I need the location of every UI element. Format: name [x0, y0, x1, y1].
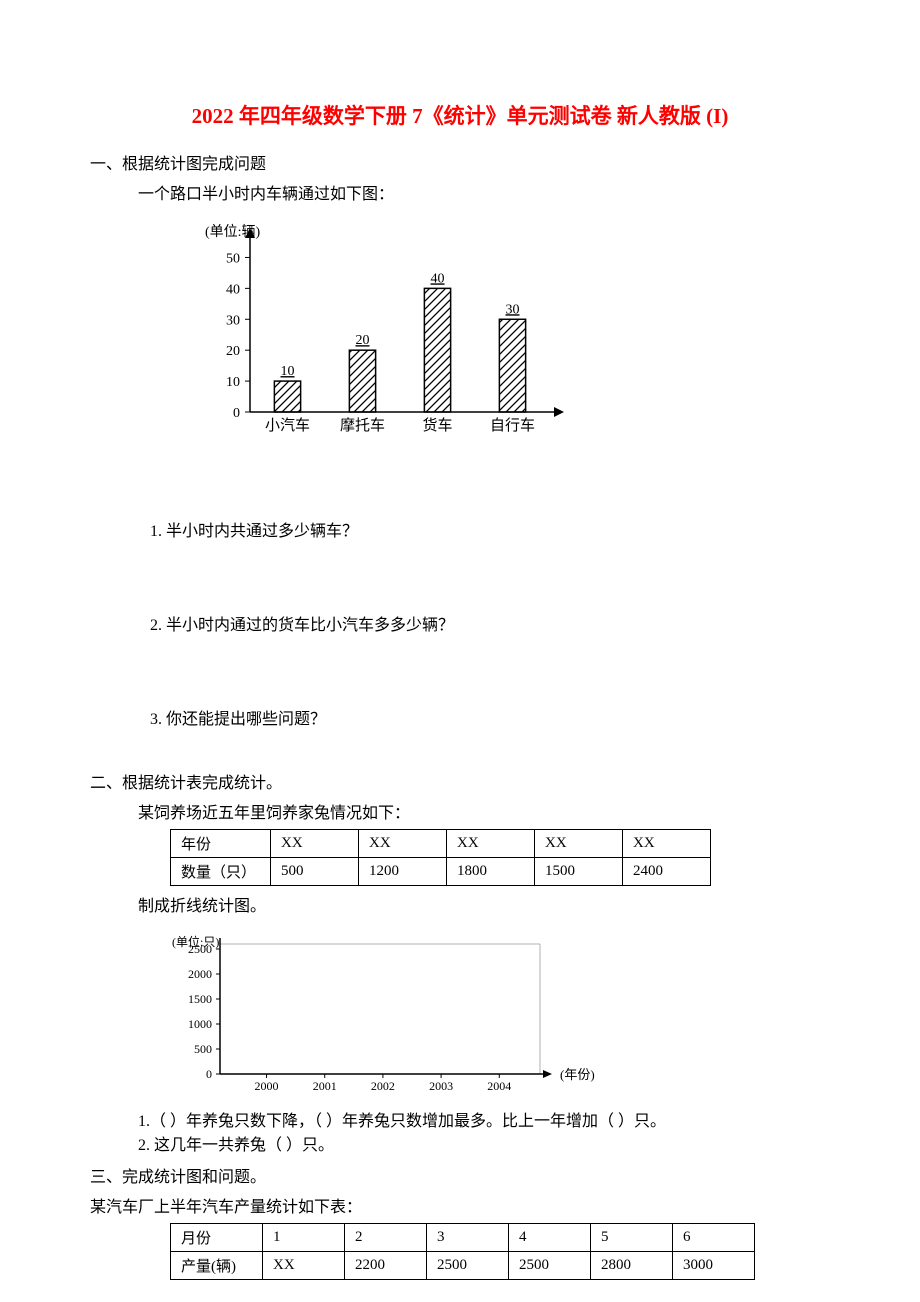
svg-text:20: 20 — [356, 333, 370, 348]
table-header-cell: 年份 — [171, 830, 271, 858]
svg-text:自行车: 自行车 — [490, 417, 535, 434]
section-2: 二、根据统计表完成统计。 某饲养场近五年里饲养家兔情况如下： 年份XXXXXXX… — [90, 769, 830, 1155]
table-data-cell: 2200 — [345, 1252, 427, 1280]
section2-q2: 2. 这几年一共养兔（ ）只。 — [90, 1131, 830, 1155]
svg-text:0: 0 — [233, 406, 240, 421]
svg-text:40: 40 — [226, 282, 240, 297]
svg-text:(年份): (年份) — [560, 1067, 595, 1082]
table-data-cell: 1500 — [535, 858, 623, 886]
page-title: 2022 年四年级数学下册 7《统计》单元测试卷 新人教版 (I) — [90, 100, 830, 130]
svg-text:2000: 2000 — [255, 1079, 279, 1093]
section2-intro: 某饲养场近五年里饲养家兔情况如下： — [90, 799, 830, 823]
section1-intro: 一个路口半小时内车辆通过如下图： — [90, 180, 830, 204]
q2-text: 2. 半小时内通过的货车比小汽车多多少辆？ — [150, 611, 830, 635]
table-header-cell: XX — [447, 830, 535, 858]
table-header-cell: XX — [359, 830, 447, 858]
section3-intro: 某汽车厂上半年汽车产量统计如下表： — [90, 1193, 830, 1217]
rabbit-table: 年份XXXXXXXXXX数量（只）5001200180015002400 — [170, 829, 711, 886]
svg-text:1500: 1500 — [188, 992, 212, 1006]
table-header-cell: 6 — [673, 1224, 755, 1252]
svg-text:50: 50 — [226, 251, 240, 266]
table-data-cell: 500 — [271, 858, 359, 886]
section1-heading: 一、根据统计图完成问题 — [90, 150, 830, 174]
svg-text:30: 30 — [226, 313, 240, 328]
q1-text: 1. 半小时内共通过多少辆车？ — [150, 517, 830, 541]
svg-text:2004: 2004 — [487, 1079, 511, 1093]
section3-heading: 三、完成统计图和问题。 — [90, 1163, 830, 1187]
svg-text:30: 30 — [506, 302, 520, 317]
svg-text:2000: 2000 — [188, 967, 212, 981]
svg-text:0: 0 — [206, 1067, 212, 1081]
bar-chart: 0 10 20 30 40 50 (单位:辆) 10 小汽车 20 摩托车 40 货车 30 自行车 — [90, 212, 830, 447]
table-header-cell: 4 — [509, 1224, 591, 1252]
section2-heading: 二、根据统计表完成统计。 — [90, 769, 830, 793]
svg-text:小汽车: 小汽车 — [265, 417, 310, 434]
svg-text:40: 40 — [431, 271, 445, 286]
svg-text:(单位:辆): (单位:辆) — [205, 224, 261, 240]
table-header-cell: 1 — [263, 1224, 345, 1252]
table-header-cell: XX — [271, 830, 359, 858]
table-header-cell: XX — [535, 830, 623, 858]
table-data-cell: 2500 — [509, 1252, 591, 1280]
svg-text:2003: 2003 — [429, 1079, 453, 1093]
svg-text:1000: 1000 — [188, 1017, 212, 1031]
section-3: 三、完成统计图和问题。 某汽车厂上半年汽车产量统计如下表： 月份123456 产量… — [90, 1163, 830, 1280]
svg-text:(单位:只): (单位:只) — [172, 934, 219, 949]
table-header-cell: 5 — [591, 1224, 673, 1252]
section2-q1: 1.（ ）年养兔只数下降，（ ）年养兔只数增加最多。比上一年增加（ ）只。 — [90, 1107, 830, 1131]
svg-text:500: 500 — [194, 1042, 212, 1056]
table-data-cell: 2400 — [623, 858, 711, 886]
car-table: 月份123456产量(辆)XX22002500250028003000 — [170, 1223, 755, 1280]
svg-text:2001: 2001 — [313, 1079, 337, 1093]
table-data-cell: 产量(辆) — [171, 1252, 263, 1280]
section1-questions: 1. 半小时内共通过多少辆车？ 2. 半小时内通过的货车比小汽车多多少辆？ 3.… — [90, 517, 830, 729]
line-chart-grid: 05001000150020002500(单位:只)20002001200220… — [90, 924, 830, 1099]
svg-text:10: 10 — [226, 375, 240, 390]
section-1: 一、根据统计图完成问题 一个路口半小时内车辆通过如下图： 0 10 20 30 40 50… — [90, 150, 830, 729]
table-data-cell: 2500 — [427, 1252, 509, 1280]
svg-text:10: 10 — [281, 364, 295, 379]
q3-text: 3. 你还能提出哪些问题？ — [150, 705, 830, 729]
table-data-cell: 2800 — [591, 1252, 673, 1280]
table-data-cell: 1800 — [447, 858, 535, 886]
table-data-cell: XX — [263, 1252, 345, 1280]
svg-text:货车: 货车 — [422, 417, 452, 434]
table-data-cell: 3000 — [673, 1252, 755, 1280]
table-header-cell: XX — [623, 830, 711, 858]
table-data-cell: 数量（只） — [171, 858, 271, 886]
svg-text:2002: 2002 — [371, 1079, 395, 1093]
line-instruction: 制成折线统计图。 — [90, 892, 830, 916]
table-data-cell: 1200 — [359, 858, 447, 886]
table-header-cell: 2 — [345, 1224, 427, 1252]
svg-text:20: 20 — [226, 344, 240, 359]
svg-text:摩托车: 摩托车 — [340, 416, 385, 434]
table-header-cell: 3 — [427, 1224, 509, 1252]
table-header-cell: 月份 — [171, 1224, 263, 1252]
